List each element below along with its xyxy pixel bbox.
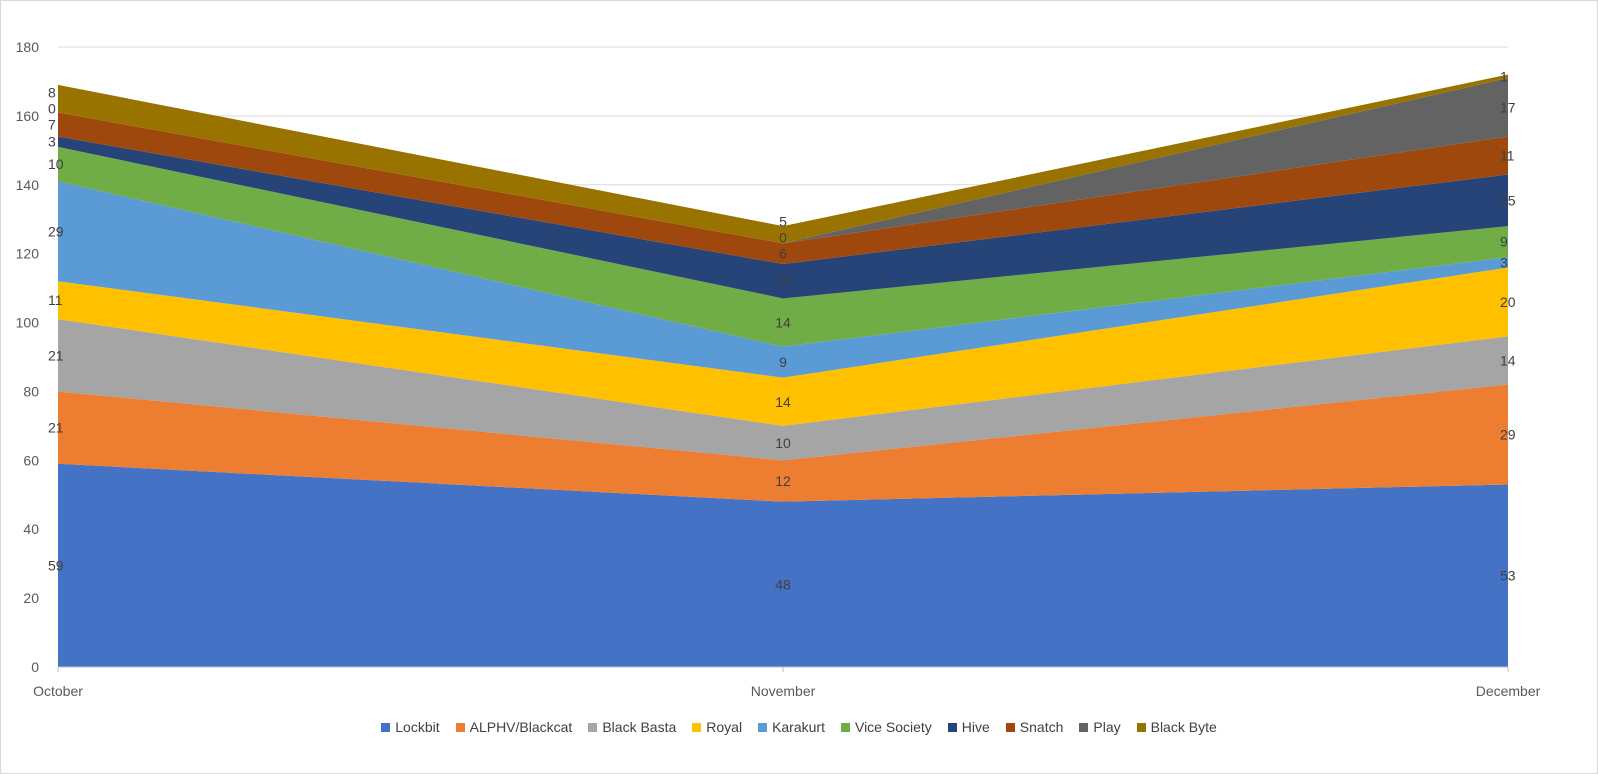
y-tick-label: 140 <box>16 177 40 193</box>
data-label: 9 <box>1500 234 1508 250</box>
legend-swatch <box>840 722 850 732</box>
legend-label: Black Basta <box>602 719 677 735</box>
legend-label: Black Byte <box>1150 719 1217 735</box>
x-tick-label: December <box>1476 683 1541 699</box>
legend-item: Vice Society <box>840 719 932 735</box>
legend-label: Lockbit <box>395 719 440 735</box>
legend-swatch <box>947 722 957 732</box>
legend-label: Snatch <box>1019 719 1064 735</box>
legend: Lockbit ALPHV/Blackcat Black Basta Royal Kar… <box>1 719 1597 735</box>
data-label: 11 <box>1500 148 1515 164</box>
data-label: 10 <box>775 435 791 451</box>
data-label: 0 <box>48 101 56 117</box>
data-label: 21 <box>48 420 64 436</box>
data-label: 53 <box>1500 568 1516 584</box>
area-lockbit <box>58 463 1508 667</box>
data-label: 48 <box>775 576 791 592</box>
legend-swatch <box>588 722 598 732</box>
legend-item: Black Basta <box>588 719 676 735</box>
data-label: 8 <box>48 85 56 101</box>
area-black-byte <box>58 74 1508 244</box>
area-vice-society <box>58 146 1508 347</box>
data-label: 14 <box>775 394 791 410</box>
data-label: 17 <box>1500 99 1516 115</box>
data-label: 10 <box>48 156 64 172</box>
legend-swatch <box>1136 722 1146 732</box>
data-label: 10 <box>775 273 791 289</box>
data-label: 3 <box>48 134 56 150</box>
area-black-basta <box>58 319 1508 461</box>
area-karakurt <box>58 181 1508 378</box>
legend-swatch <box>692 722 702 732</box>
data-label: 5 <box>779 214 787 230</box>
area-hive <box>58 136 1508 299</box>
legend-item: Hive <box>947 719 990 735</box>
legend-item: Play <box>1079 719 1121 735</box>
area-royal <box>58 267 1508 426</box>
legend-label: Karakurt <box>772 719 825 735</box>
y-tick-label: 180 <box>16 39 40 55</box>
data-label: 0 <box>779 230 787 246</box>
area-play <box>58 78 1508 244</box>
legend-item: Karakurt <box>758 719 825 735</box>
data-label: 14 <box>775 315 791 331</box>
data-label: 3 <box>1500 254 1508 270</box>
legend-item: Royal <box>692 719 742 735</box>
data-label: 14 <box>1500 352 1516 368</box>
legend-swatch <box>758 722 768 732</box>
y-tick-label: 60 <box>23 452 39 468</box>
y-tick-label: 0 <box>31 659 39 675</box>
legend-label: ALPHV/Blackcat <box>469 719 573 735</box>
legend-label: Royal <box>706 719 743 735</box>
data-label: 11 <box>48 292 63 308</box>
data-label: 9 <box>779 354 787 370</box>
area-alphv-blackcat <box>58 384 1508 502</box>
legend-item: Black Byte <box>1136 719 1217 735</box>
data-label: 7 <box>48 117 56 133</box>
legend-label: Play <box>1093 719 1121 735</box>
data-label: 29 <box>48 223 64 239</box>
legend-swatch <box>455 722 465 732</box>
data-label: 1 <box>1500 68 1508 84</box>
legend-label: Hive <box>961 719 990 735</box>
data-label: 15 <box>1500 192 1516 208</box>
y-tick-label: 80 <box>23 383 39 399</box>
data-label: 29 <box>1500 427 1516 443</box>
y-tick-label: 20 <box>23 590 39 606</box>
data-label: 20 <box>1500 294 1516 310</box>
y-tick-label: 120 <box>16 246 40 262</box>
legend-swatch <box>1079 722 1089 732</box>
legend-item: Lockbit <box>381 719 440 735</box>
data-label: 12 <box>775 473 791 489</box>
data-label: 59 <box>48 557 64 573</box>
legend-swatch <box>1005 722 1015 732</box>
legend-item: ALPHV/Blackcat <box>455 719 573 735</box>
area-snatch <box>58 112 1508 264</box>
data-label: 21 <box>48 347 64 363</box>
data-label: 6 <box>779 246 787 262</box>
y-tick-label: 40 <box>23 521 39 537</box>
legend-label: Vice Society <box>854 719 932 735</box>
legend-swatch <box>381 722 391 732</box>
legend-item: Snatch <box>1005 719 1064 735</box>
y-tick-label: 100 <box>16 315 40 331</box>
x-tick-label: November <box>751 683 816 699</box>
y-tick-label: 160 <box>16 108 40 124</box>
x-tick-label: October <box>33 683 83 699</box>
